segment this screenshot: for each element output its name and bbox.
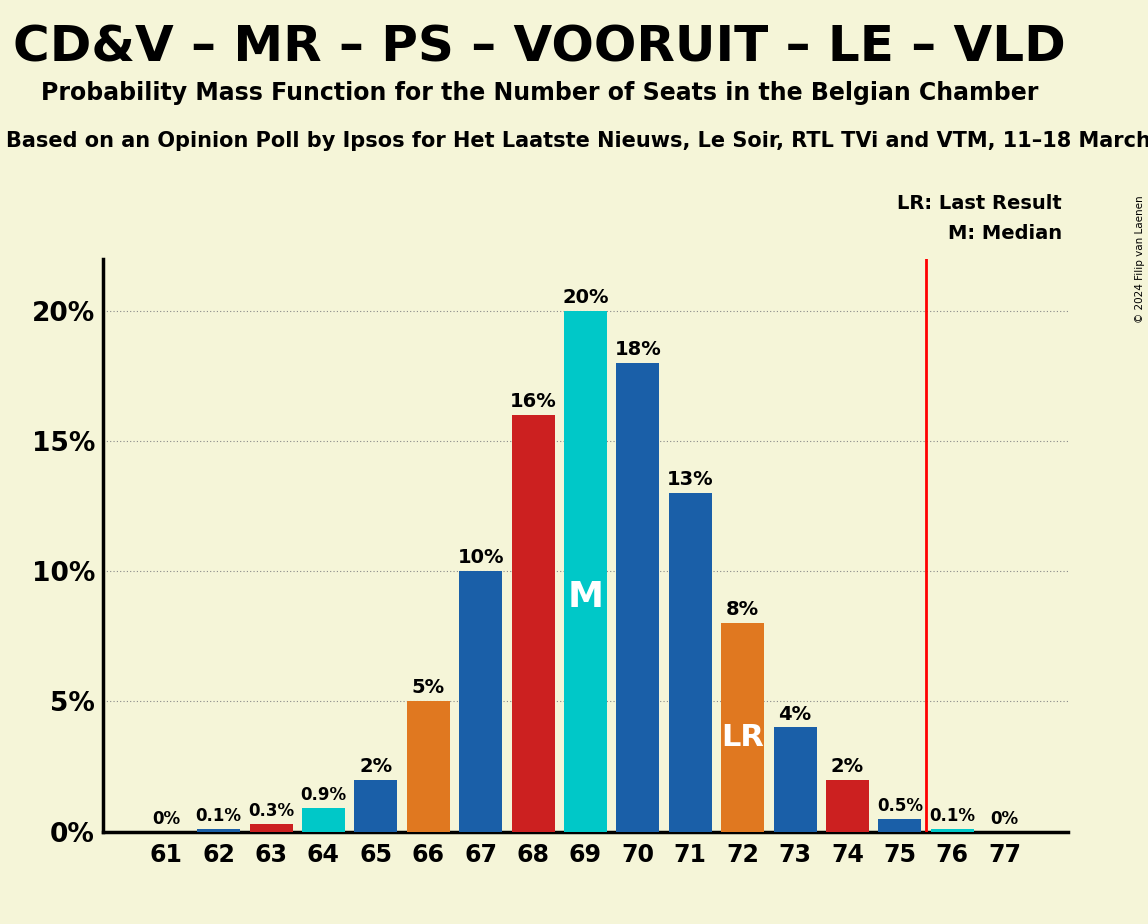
- Bar: [616, 363, 659, 832]
- Text: 0%: 0%: [153, 809, 180, 828]
- Bar: [249, 824, 293, 832]
- Text: LR: Last Result: LR: Last Result: [897, 194, 1062, 213]
- Text: LR: LR: [721, 723, 765, 752]
- Text: 0.1%: 0.1%: [930, 807, 976, 825]
- Text: 2%: 2%: [831, 757, 864, 775]
- Text: 5%: 5%: [412, 678, 444, 698]
- Text: 0%: 0%: [991, 809, 1018, 828]
- Text: © 2024 Filip van Laenen: © 2024 Filip van Laenen: [1135, 195, 1145, 322]
- Bar: [669, 493, 712, 832]
- Bar: [406, 701, 450, 832]
- Text: 0.9%: 0.9%: [301, 786, 347, 804]
- Bar: [878, 819, 922, 832]
- Bar: [564, 310, 607, 832]
- Text: 16%: 16%: [510, 392, 557, 411]
- Bar: [302, 808, 344, 832]
- Text: Probability Mass Function for the Number of Seats in the Belgian Chamber: Probability Mass Function for the Number…: [41, 81, 1038, 105]
- Text: 2%: 2%: [359, 757, 393, 775]
- Text: CD&V – MR – PS – VOORUIT – LE – VLD: CD&V – MR – PS – VOORUIT – LE – VLD: [13, 23, 1066, 71]
- Text: 4%: 4%: [778, 704, 812, 723]
- Text: 13%: 13%: [667, 470, 714, 489]
- Bar: [931, 829, 974, 832]
- Text: 0.3%: 0.3%: [248, 802, 294, 820]
- Text: M: M: [567, 580, 604, 614]
- Bar: [512, 415, 554, 832]
- Text: 18%: 18%: [614, 340, 661, 359]
- Bar: [197, 829, 240, 832]
- Bar: [721, 624, 765, 832]
- Bar: [355, 780, 397, 832]
- Bar: [459, 571, 502, 832]
- Text: M: Median: M: Median: [948, 224, 1062, 243]
- Text: 20%: 20%: [563, 288, 608, 307]
- Text: 10%: 10%: [457, 548, 504, 567]
- Bar: [827, 780, 869, 832]
- Text: 0.1%: 0.1%: [195, 807, 241, 825]
- Text: Based on an Opinion Poll by Ipsos for Het Laatste Nieuws, Le Soir, RTL TVi and V: Based on an Opinion Poll by Ipsos for He…: [6, 131, 1148, 152]
- Bar: [774, 727, 816, 832]
- Text: 8%: 8%: [727, 601, 759, 619]
- Text: 0.5%: 0.5%: [877, 796, 923, 815]
